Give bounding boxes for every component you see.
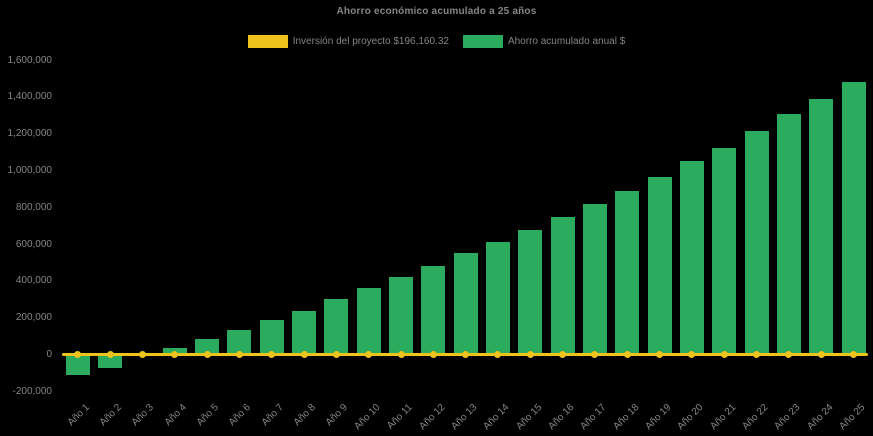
bar-año-8: [292, 311, 316, 355]
y-axis-tick-label: 400,000: [15, 275, 52, 287]
bar-año-10: [356, 288, 381, 355]
bar-año-14: [485, 242, 510, 355]
investment-line-marker: [688, 351, 696, 358]
investment-line-marker: [817, 351, 825, 358]
investment-line-marker: [785, 351, 793, 358]
x-axis-tick-label: Año 22: [740, 402, 771, 433]
bar-año-19: [647, 176, 672, 355]
savings-color-swatch: [462, 35, 503, 48]
investment-line-marker: [494, 351, 502, 358]
y-axis-tick-label: 600,000: [15, 238, 52, 250]
x-axis-tick-label: Año 12: [416, 402, 448, 433]
bar-año-16: [550, 217, 575, 355]
chart-legend: Inversión del proyecto $196,160.32 Ahorr…: [0, 35, 873, 48]
bar-año-7: [259, 319, 284, 355]
investment-line-marker: [235, 351, 243, 358]
y-axis-tick-label: 1,600,000: [7, 54, 53, 66]
legend-item-savings: Ahorro acumulado anual $: [462, 35, 626, 48]
x-axis-tick-label: Año 2: [97, 402, 124, 429]
bar-año-23: [776, 114, 801, 355]
bar-año-25: [841, 82, 866, 355]
investment-line-marker: [429, 351, 437, 358]
investment-line-marker: [171, 351, 179, 358]
investment-line-marker: [559, 351, 567, 358]
bar-año-13: [453, 253, 478, 355]
legend-item-investment: Inversión del proyecto $196,160.32: [247, 35, 449, 48]
x-axis-tick-label: Año 17: [578, 402, 609, 433]
x-axis-tick-label: Año 19: [643, 402, 674, 433]
bar-año-18: [615, 190, 640, 355]
y-axis-tick-label: 1,400,000: [7, 91, 53, 103]
x-axis-tick-label: Año 21: [707, 402, 739, 433]
bar-año-24: [809, 98, 834, 355]
x-axis-tick-label: Año 8: [291, 402, 318, 429]
x-axis-tick-label: Año 3: [129, 402, 157, 429]
x-axis-tick-label: Año 7: [259, 402, 286, 429]
legend-label-savings: Ahorro acumulado anual $: [507, 36, 626, 47]
bar-año-17: [582, 203, 607, 355]
x-axis-tick-label: Año 9: [323, 402, 351, 429]
investment-color-swatch: [247, 35, 288, 48]
y-axis-tick-label: 200,000: [15, 312, 52, 324]
investment-line-marker: [106, 351, 114, 358]
bar-año-6: [227, 329, 252, 355]
x-axis-tick-label: Año 13: [449, 402, 480, 433]
x-axis-tick-label: Año 14: [481, 402, 512, 433]
investment-line-marker: [850, 351, 858, 358]
bar-año-22: [744, 130, 769, 355]
x-axis-tick-label: Año 6: [226, 402, 254, 429]
bar-año-9: [324, 299, 349, 355]
x-axis-tick-label: Año 4: [162, 402, 189, 429]
investment-line-marker: [656, 351, 664, 358]
chart-title: Ahorro económico acumulado a 25 años: [336, 6, 537, 17]
investment-line-marker: [591, 351, 599, 358]
x-axis-tick-label: Año 10: [352, 402, 383, 433]
bar-año-1: [65, 354, 90, 375]
x-axis-tick-label: Año 23: [772, 402, 803, 433]
x-axis-tick-label: Año 18: [610, 402, 642, 433]
bar-año-5: [195, 338, 220, 355]
investment-line-marker: [74, 351, 82, 358]
investment-line-marker: [138, 351, 146, 358]
investment-line-marker: [397, 351, 405, 358]
y-axis-tick-label: 1,200,000: [7, 128, 53, 140]
bar-año-21: [712, 147, 737, 355]
investment-line-marker: [268, 351, 276, 358]
investment-line-marker: [623, 351, 631, 358]
investment-line-marker: [720, 351, 728, 358]
x-axis-tick-label: Año 20: [675, 402, 706, 433]
bar-año-11: [389, 277, 413, 355]
bar-año-15: [518, 230, 543, 355]
investment-line-marker: [365, 351, 373, 358]
legend-label-investment: Inversión del proyecto $196,160.32: [292, 36, 449, 47]
x-axis-tick-label: Año 5: [194, 402, 221, 429]
investment-line-marker: [203, 351, 211, 358]
x-axis-tick-label: Año 25: [837, 402, 868, 433]
bar-año-12: [421, 266, 446, 355]
bar-año-2: [98, 354, 123, 369]
investment-line-marker: [332, 351, 340, 358]
investment-line-marker: [753, 351, 761, 358]
x-axis-tick-label: Año 24: [804, 402, 836, 433]
investment-line-marker: [526, 351, 534, 358]
bar-año-20: [679, 161, 704, 355]
investment-line-marker: [300, 351, 308, 358]
x-axis-tick-label: Año 16: [546, 402, 577, 433]
x-axis-tick-label: Año 15: [513, 402, 545, 433]
y-axis-tick-label: 1,000,000: [7, 165, 53, 176]
y-axis-tick-label: 0: [46, 349, 52, 360]
y-axis-tick-label: 800,000: [15, 201, 52, 213]
investment-line-marker: [462, 351, 470, 358]
x-axis-tick-label: Año 1: [65, 402, 92, 429]
x-axis-tick-label: Año 11: [385, 402, 415, 432]
y-axis-tick-label: -200,000: [12, 385, 52, 397]
